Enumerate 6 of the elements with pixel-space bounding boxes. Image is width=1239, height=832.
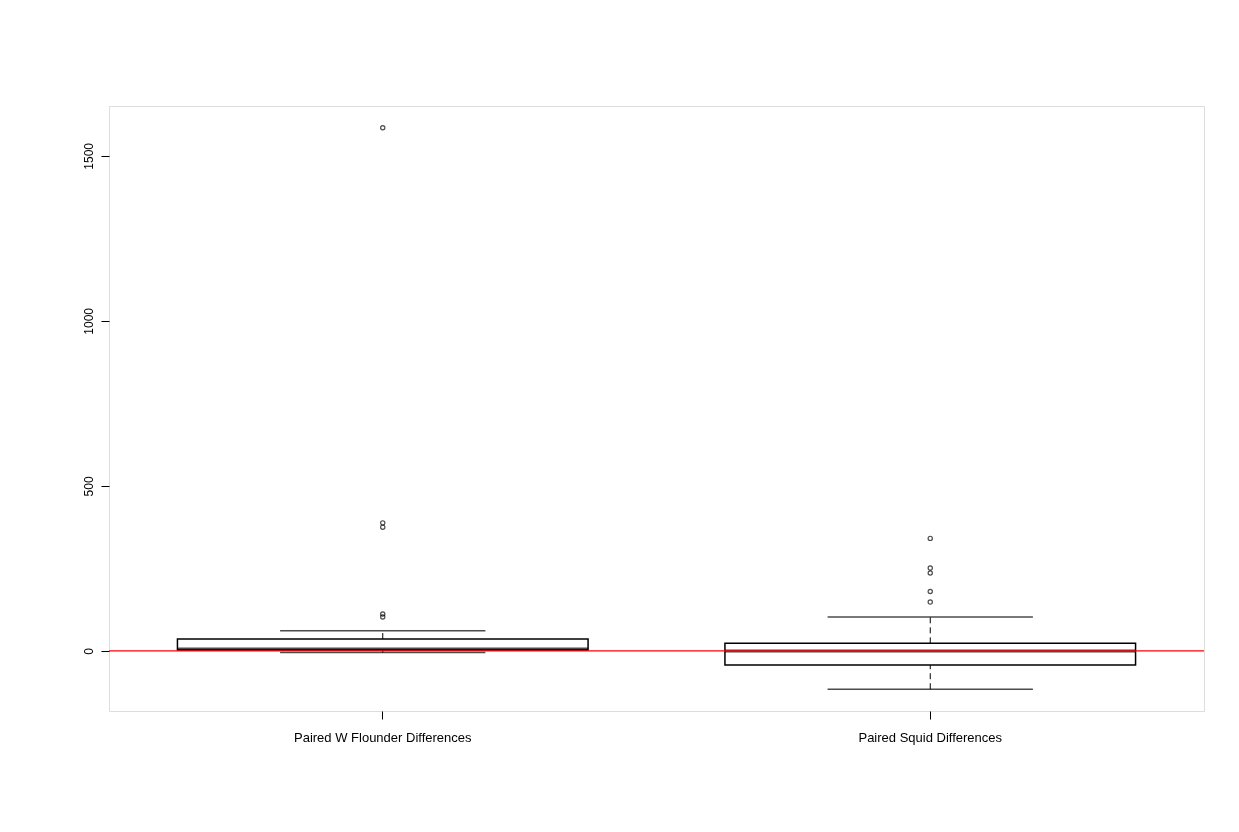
y-tick-label: 0: [81, 647, 96, 655]
y-tick-label: 500: [81, 476, 96, 497]
x-tick-label: Paired W Flounder Differences: [293, 729, 472, 745]
y-tick-label: 1500: [81, 142, 96, 170]
x-tick-label: Paired Squid Differences: [858, 729, 1003, 745]
y-tick-label: 1000: [81, 307, 96, 335]
